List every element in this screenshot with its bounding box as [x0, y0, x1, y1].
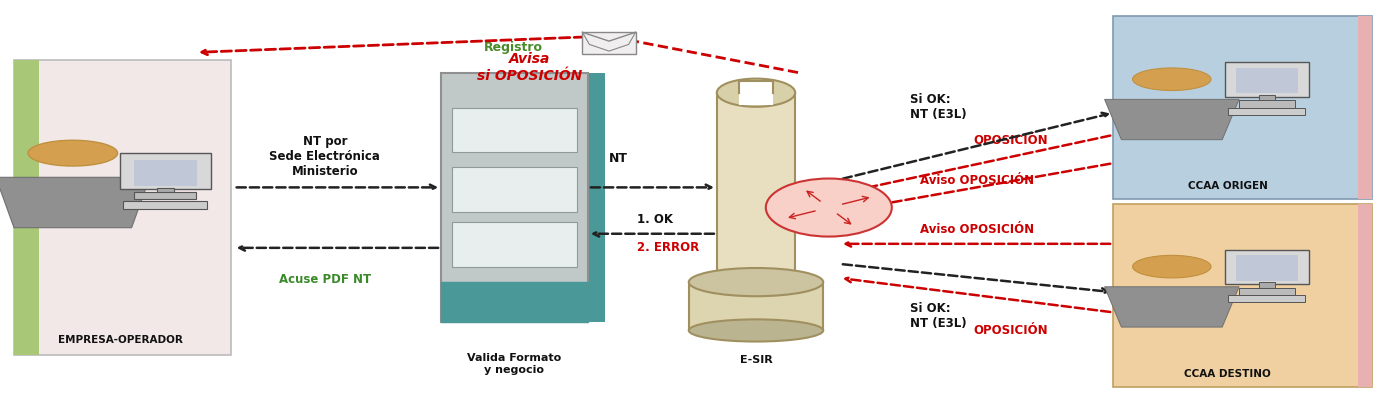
Bar [582, 32, 636, 54]
Bar [1239, 100, 1295, 108]
Bar [1259, 95, 1275, 101]
Bar [452, 222, 577, 268]
Text: NT: NT [609, 152, 629, 165]
Text: Avisa
si OPOSICIÓN: Avisa si OPOSICIÓN [476, 52, 582, 83]
Text: Si OK:
NT (E3L): Si OK: NT (E3L) [910, 302, 966, 330]
Bar [134, 160, 197, 186]
Bar [1228, 295, 1305, 302]
Text: OPOSICIÓN: OPOSICIÓN [973, 134, 1047, 147]
Text: CCAA DESTINO: CCAA DESTINO [1184, 369, 1271, 379]
Text: Acuse PDF NT: Acuse PDF NT [279, 273, 371, 286]
Bar [588, 73, 605, 322]
Polygon shape [0, 177, 150, 228]
Bar [441, 73, 588, 322]
Ellipse shape [717, 79, 795, 107]
Ellipse shape [689, 319, 823, 342]
Bar [1113, 204, 1372, 387]
Bar [1225, 250, 1309, 284]
Text: Si OK:
NT (E3L): Si OK: NT (E3L) [910, 93, 966, 120]
Bar [689, 282, 823, 330]
Bar [1228, 108, 1305, 115]
Bar [1358, 204, 1372, 387]
Ellipse shape [766, 179, 892, 237]
Bar [1225, 62, 1309, 97]
Bar [1236, 256, 1298, 281]
Circle shape [1133, 68, 1211, 91]
Text: E-SIR: E-SIR [739, 355, 773, 365]
Text: 1. OK: 1. OK [637, 213, 673, 226]
Bar [1239, 288, 1295, 295]
Text: Valida Formato
y negocio: Valida Formato y negocio [466, 353, 561, 375]
Circle shape [28, 140, 118, 166]
Bar [739, 81, 773, 105]
Bar [14, 60, 231, 355]
Text: 2. ERROR: 2. ERROR [637, 241, 699, 254]
Text: Registro: Registro [484, 42, 543, 54]
Bar [14, 60, 39, 355]
Bar [157, 188, 174, 193]
Circle shape [1133, 256, 1211, 278]
Text: OPOSICIÓN: OPOSICIÓN [973, 324, 1047, 337]
Polygon shape [1105, 100, 1239, 140]
Bar [441, 282, 588, 322]
Text: NT por
Sede Electrónica
Ministerio: NT por Sede Electrónica Ministerio [269, 135, 381, 178]
Text: Aviso OPOSICIÓN: Aviso OPOSICIÓN [920, 223, 1035, 236]
Bar [134, 192, 196, 199]
Bar [120, 153, 211, 189]
Text: Aviso OPOSICIÓN: Aviso OPOSICIÓN [920, 174, 1035, 187]
Polygon shape [1105, 287, 1239, 327]
Bar [452, 108, 577, 152]
Bar [1113, 16, 1372, 199]
Ellipse shape [689, 268, 823, 296]
Bar [452, 168, 577, 212]
Bar [717, 93, 795, 294]
Bar [1358, 16, 1372, 199]
Text: CCAA ORIGEN: CCAA ORIGEN [1187, 181, 1268, 191]
Text: EMPRESA-OPERADOR: EMPRESA-OPERADOR [57, 334, 183, 345]
Bar [1236, 68, 1298, 93]
Bar [123, 201, 207, 209]
Bar [1259, 283, 1275, 288]
